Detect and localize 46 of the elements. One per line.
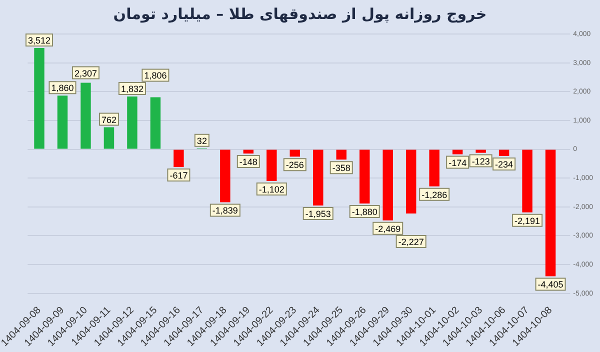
bar [476,150,486,153]
data-label: -234 [495,159,514,170]
data-label: -2,227 [398,236,424,247]
bar [34,48,44,149]
data-label: -123 [472,156,490,166]
data-label: -617 [170,170,188,181]
bar [150,97,161,149]
data-label: -2,469 [375,224,401,234]
data-label: 1,860 [51,83,74,94]
bar [360,150,370,204]
bar [127,96,138,149]
data-label: -174 [448,158,467,168]
data-label: -2,191 [514,216,540,226]
bar [220,150,230,202]
bar [57,96,68,149]
bar [243,150,254,154]
bar [522,150,532,212]
bar [498,150,510,156]
data-label: -1,102 [258,184,284,195]
data-label: 1,832 [120,84,144,94]
bar [80,82,91,149]
data-label: -1,880 [352,206,378,217]
bar [429,150,440,186]
chart-title: خروج روزانه پول از صندوقهای طلا – میلیارد تومان [113,4,487,23]
data-label: 2,307 [74,68,97,78]
bar [174,150,184,168]
data-label: -1,953 [305,209,331,220]
data-label: 32 [196,136,207,146]
data-label: -148 [239,157,258,168]
bar [313,150,324,206]
data-label: -4,405 [538,280,564,290]
bar [452,150,463,154]
bar [104,127,114,149]
data-label: 762 [101,114,116,125]
bar [545,150,556,276]
data-label: 1,806 [144,70,167,81]
bar [336,150,346,160]
bar [266,150,277,182]
data-label: -256 [286,160,304,170]
data-label: -358 [332,163,350,174]
bar [406,150,416,214]
bar [382,150,393,220]
data-label: -1,839 [212,206,238,216]
data-label: 3,512 [28,36,51,46]
bar [290,150,300,157]
data-label: -1,286 [422,190,448,200]
